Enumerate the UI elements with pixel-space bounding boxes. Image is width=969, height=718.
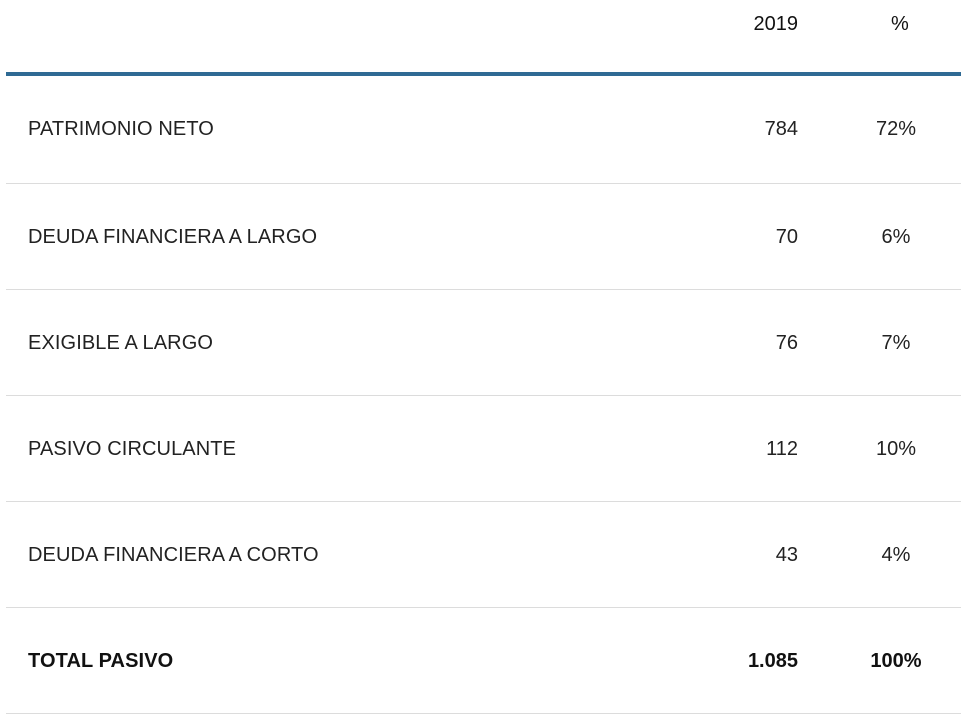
row-percent: 4% — [881, 544, 911, 566]
header-percent: % — [891, 13, 909, 35]
row-value: 784 — [764, 118, 798, 140]
total-percent: 100% — [870, 650, 922, 672]
row-percent: 6% — [881, 226, 911, 248]
row-percent: 7% — [881, 332, 911, 354]
row-percent: 72% — [875, 118, 917, 140]
row-label: DEUDA FINANCIERA A LARGO — [28, 226, 318, 248]
row-label: EXIGIBLE A LARGO — [28, 332, 214, 354]
table-row: PATRIMONIO NETO 784 72% — [6, 76, 961, 184]
row-percent: 10% — [875, 438, 917, 460]
row-label: DEUDA FINANCIERA A CORTO — [28, 544, 319, 566]
total-label: TOTAL PASIVO — [28, 650, 174, 672]
balance-table: 2019 % PATRIMONIO NETO 784 72% DEUDA FIN… — [6, 0, 961, 714]
row-value: 70 — [775, 226, 798, 248]
table-row: PASIVO CIRCULANTE 112 10% — [6, 396, 961, 502]
row-label: PASIVO CIRCULANTE — [28, 438, 237, 460]
total-value: 1.085 — [747, 650, 798, 672]
table-row: DEUDA FINANCIERA A LARGO 70 6% — [6, 184, 961, 290]
row-value: 43 — [775, 544, 798, 566]
header-year: 2019 — [753, 13, 799, 35]
table-row: EXIGIBLE A LARGO 76 7% — [6, 290, 961, 396]
row-value: 112 — [766, 438, 798, 460]
total-row: TOTAL PASIVO 1.085 100% — [6, 608, 961, 714]
table-header: 2019 % — [6, 0, 961, 76]
row-value: 76 — [775, 332, 798, 354]
table-row: DEUDA FINANCIERA A CORTO 43 4% — [6, 502, 961, 608]
row-label: PATRIMONIO NETO — [28, 118, 214, 140]
